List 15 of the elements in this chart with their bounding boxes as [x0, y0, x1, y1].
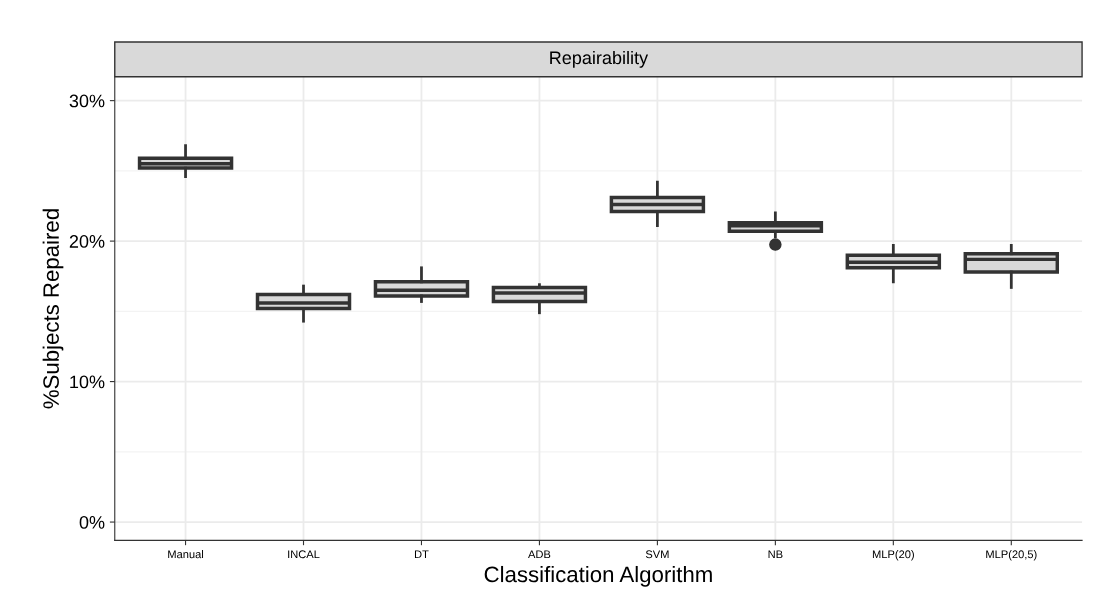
- chart-title: Repairability: [550, 50, 649, 68]
- y-tick-label: 10%: [70, 375, 105, 389]
- x-tick-label: SVM: [645, 550, 669, 559]
- x-tick-label: MLP(20): [872, 550, 914, 561]
- x-tick-label: ADB: [528, 550, 551, 559]
- x-tick-label: MLP(20,5): [986, 550, 1037, 561]
- y-axis-title: %Subjects Repaired: [42, 209, 64, 409]
- x-tick-label: Manual: [168, 550, 204, 559]
- x-tick-label: INCAL: [288, 550, 320, 559]
- x-axis-title: Classification Algorithm: [484, 565, 712, 587]
- y-tick-label: 30%: [69, 94, 105, 108]
- x-tick-label: NB: [768, 550, 783, 559]
- x-tick-label: DT: [414, 550, 429, 559]
- y-tick-label: 20%: [69, 235, 105, 248]
- y-tick-label: 0%: [79, 515, 105, 529]
